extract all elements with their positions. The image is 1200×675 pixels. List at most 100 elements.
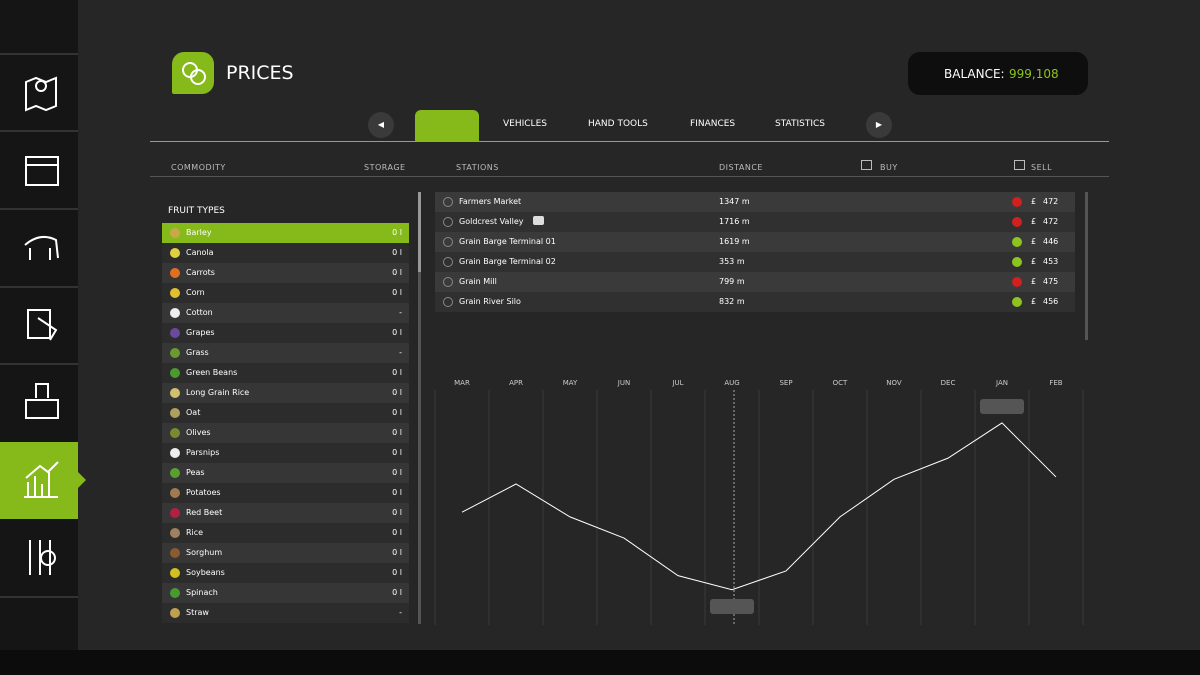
- month-label: JUL: [671, 379, 683, 387]
- station-row[interactable]: Grain Barge Terminal 02 353 m £453: [435, 252, 1075, 272]
- commodity-icon: [170, 608, 180, 618]
- commodity-row[interactable]: Straw -: [162, 603, 409, 623]
- station-distance: 1716 m: [719, 217, 750, 226]
- station-row[interactable]: Farmers Market 1347 m £472: [435, 192, 1075, 212]
- station-distance: 1619 m: [719, 237, 750, 246]
- station-icon: [443, 197, 453, 207]
- commodity-storage: 0 l: [392, 268, 402, 277]
- month-label: SEP: [779, 379, 792, 387]
- currency: £: [1031, 237, 1037, 246]
- commodity-storage: 0 l: [392, 468, 402, 477]
- commodity-icon: [170, 248, 180, 258]
- column-header: SELL: [1031, 163, 1053, 172]
- station-price: 446: [1043, 237, 1059, 246]
- column-header: STORAGE: [364, 163, 406, 172]
- balance-value: 999,108: [1009, 67, 1059, 81]
- tab[interactable]: FINANCES: [690, 119, 736, 129]
- station-row[interactable]: Grain Barge Terminal 01 1619 m £446: [435, 232, 1075, 252]
- commodity-icon: [170, 428, 180, 438]
- commodity-row[interactable]: Olives 0 l: [162, 423, 409, 443]
- header-line: [150, 176, 1109, 177]
- commodity-row[interactable]: Sorghum 0 l: [162, 543, 409, 563]
- tooltip: [710, 599, 754, 614]
- commodity-name: Grapes: [186, 328, 215, 337]
- trend-icon: [1012, 237, 1022, 247]
- station-row[interactable]: Grain Mill 799 m £475: [435, 272, 1075, 292]
- station-name: Goldcrest Valley: [459, 217, 524, 226]
- station-name: Grain Barge Terminal 01: [459, 237, 556, 246]
- commodity-name: Cotton: [186, 308, 213, 317]
- tab[interactable]: VEHICLES: [503, 119, 547, 129]
- scrollbar-thumb: [418, 192, 421, 272]
- commodity-storage: 0 l: [392, 448, 402, 457]
- commodity-row[interactable]: Potatoes 0 l: [162, 483, 409, 503]
- commodity-row[interactable]: Green Beans 0 l: [162, 363, 409, 383]
- commodity-storage: 0 l: [392, 328, 402, 337]
- commodity-row[interactable]: Rice 0 l: [162, 523, 409, 543]
- commodity-storage: 0 l: [392, 288, 402, 297]
- commodity-row[interactable]: Carrots 0 l: [162, 263, 409, 283]
- station-icon: [443, 217, 453, 227]
- commodity-row[interactable]: Red Beet 0 l: [162, 503, 409, 523]
- commodity-storage: -: [399, 608, 402, 617]
- station-price: 472: [1043, 197, 1059, 206]
- commodity-storage: 0 l: [392, 528, 402, 537]
- commodity-icon: [170, 368, 180, 378]
- month-label: NOV: [886, 379, 902, 387]
- commodity-name: Long Grain Rice: [186, 388, 250, 397]
- station-price: 453: [1043, 257, 1059, 266]
- commodity-name: Olives: [186, 428, 211, 437]
- commodity-row[interactable]: Spinach 0 l: [162, 583, 409, 603]
- commodity-icon: [170, 568, 180, 578]
- scrollbar: [1085, 192, 1088, 340]
- station-name: Grain Mill: [459, 277, 497, 286]
- station-row[interactable]: Grain River Silo 832 m £456: [435, 292, 1075, 312]
- train-icon: [533, 216, 544, 225]
- station-name: Farmers Market: [459, 197, 522, 206]
- commodity-row[interactable]: Grass -: [162, 343, 409, 363]
- prices-icon: [172, 52, 214, 94]
- commodity-storage: -: [399, 348, 402, 357]
- commodity-icon: [170, 388, 180, 398]
- station-distance: 832 m: [719, 297, 745, 306]
- commodity-name: Sorghum: [186, 548, 223, 557]
- commodity-name: Green Beans: [186, 368, 238, 377]
- tooltip: [980, 399, 1024, 414]
- commodity-storage: 0 l: [392, 588, 402, 597]
- commodity-row[interactable]: Corn 0 l: [162, 283, 409, 303]
- tab-prev[interactable]: ◀: [368, 112, 394, 138]
- commodity-row[interactable]: Canola 0 l: [162, 243, 409, 263]
- commodity-row[interactable]: Long Grain Rice 0 l: [162, 383, 409, 403]
- commodity-name: Red Beet: [186, 508, 223, 517]
- commodity-row[interactable]: Parsnips 0 l: [162, 443, 409, 463]
- commodity-name: Oat: [186, 408, 201, 417]
- sidebar-active[interactable]: [0, 442, 78, 519]
- currency: £: [1031, 277, 1037, 286]
- commodity-name: Peas: [186, 468, 205, 477]
- tab[interactable]: HAND TOOLS: [588, 119, 648, 129]
- commodity-row[interactable]: Peas 0 l: [162, 463, 409, 483]
- commodity-name: Rice: [186, 528, 204, 537]
- month-label: AUG: [724, 379, 739, 387]
- commodity-row[interactable]: Cotton -: [162, 303, 409, 323]
- trend-icon: [1012, 217, 1022, 227]
- commodity-storage: 0 l: [392, 388, 402, 397]
- commodity-name: Potatoes: [186, 488, 221, 497]
- month-label: JUN: [617, 379, 630, 387]
- station-row[interactable]: Goldcrest Valley 1716 m £472: [435, 212, 1075, 232]
- tab[interactable]: STATISTICS: [775, 119, 825, 129]
- tab-next[interactable]: ▶: [866, 112, 892, 138]
- tab-active[interactable]: [415, 110, 479, 142]
- commodity-storage: 0 l: [392, 428, 402, 437]
- price-line: [461, 422, 1057, 591]
- commodity-row[interactable]: Soybeans 0 l: [162, 563, 409, 583]
- commodity-storage: 0 l: [392, 488, 402, 497]
- trend-icon: [1012, 257, 1022, 267]
- commodity-row[interactable]: Grapes 0 l: [162, 323, 409, 343]
- column-header: BUY: [880, 163, 898, 172]
- commodity-row[interactable]: Barley 0 l: [162, 223, 409, 243]
- column-header: COMMODITY: [171, 163, 226, 172]
- commodity-row[interactable]: Oat 0 l: [162, 403, 409, 423]
- commodity-icon: [170, 268, 180, 278]
